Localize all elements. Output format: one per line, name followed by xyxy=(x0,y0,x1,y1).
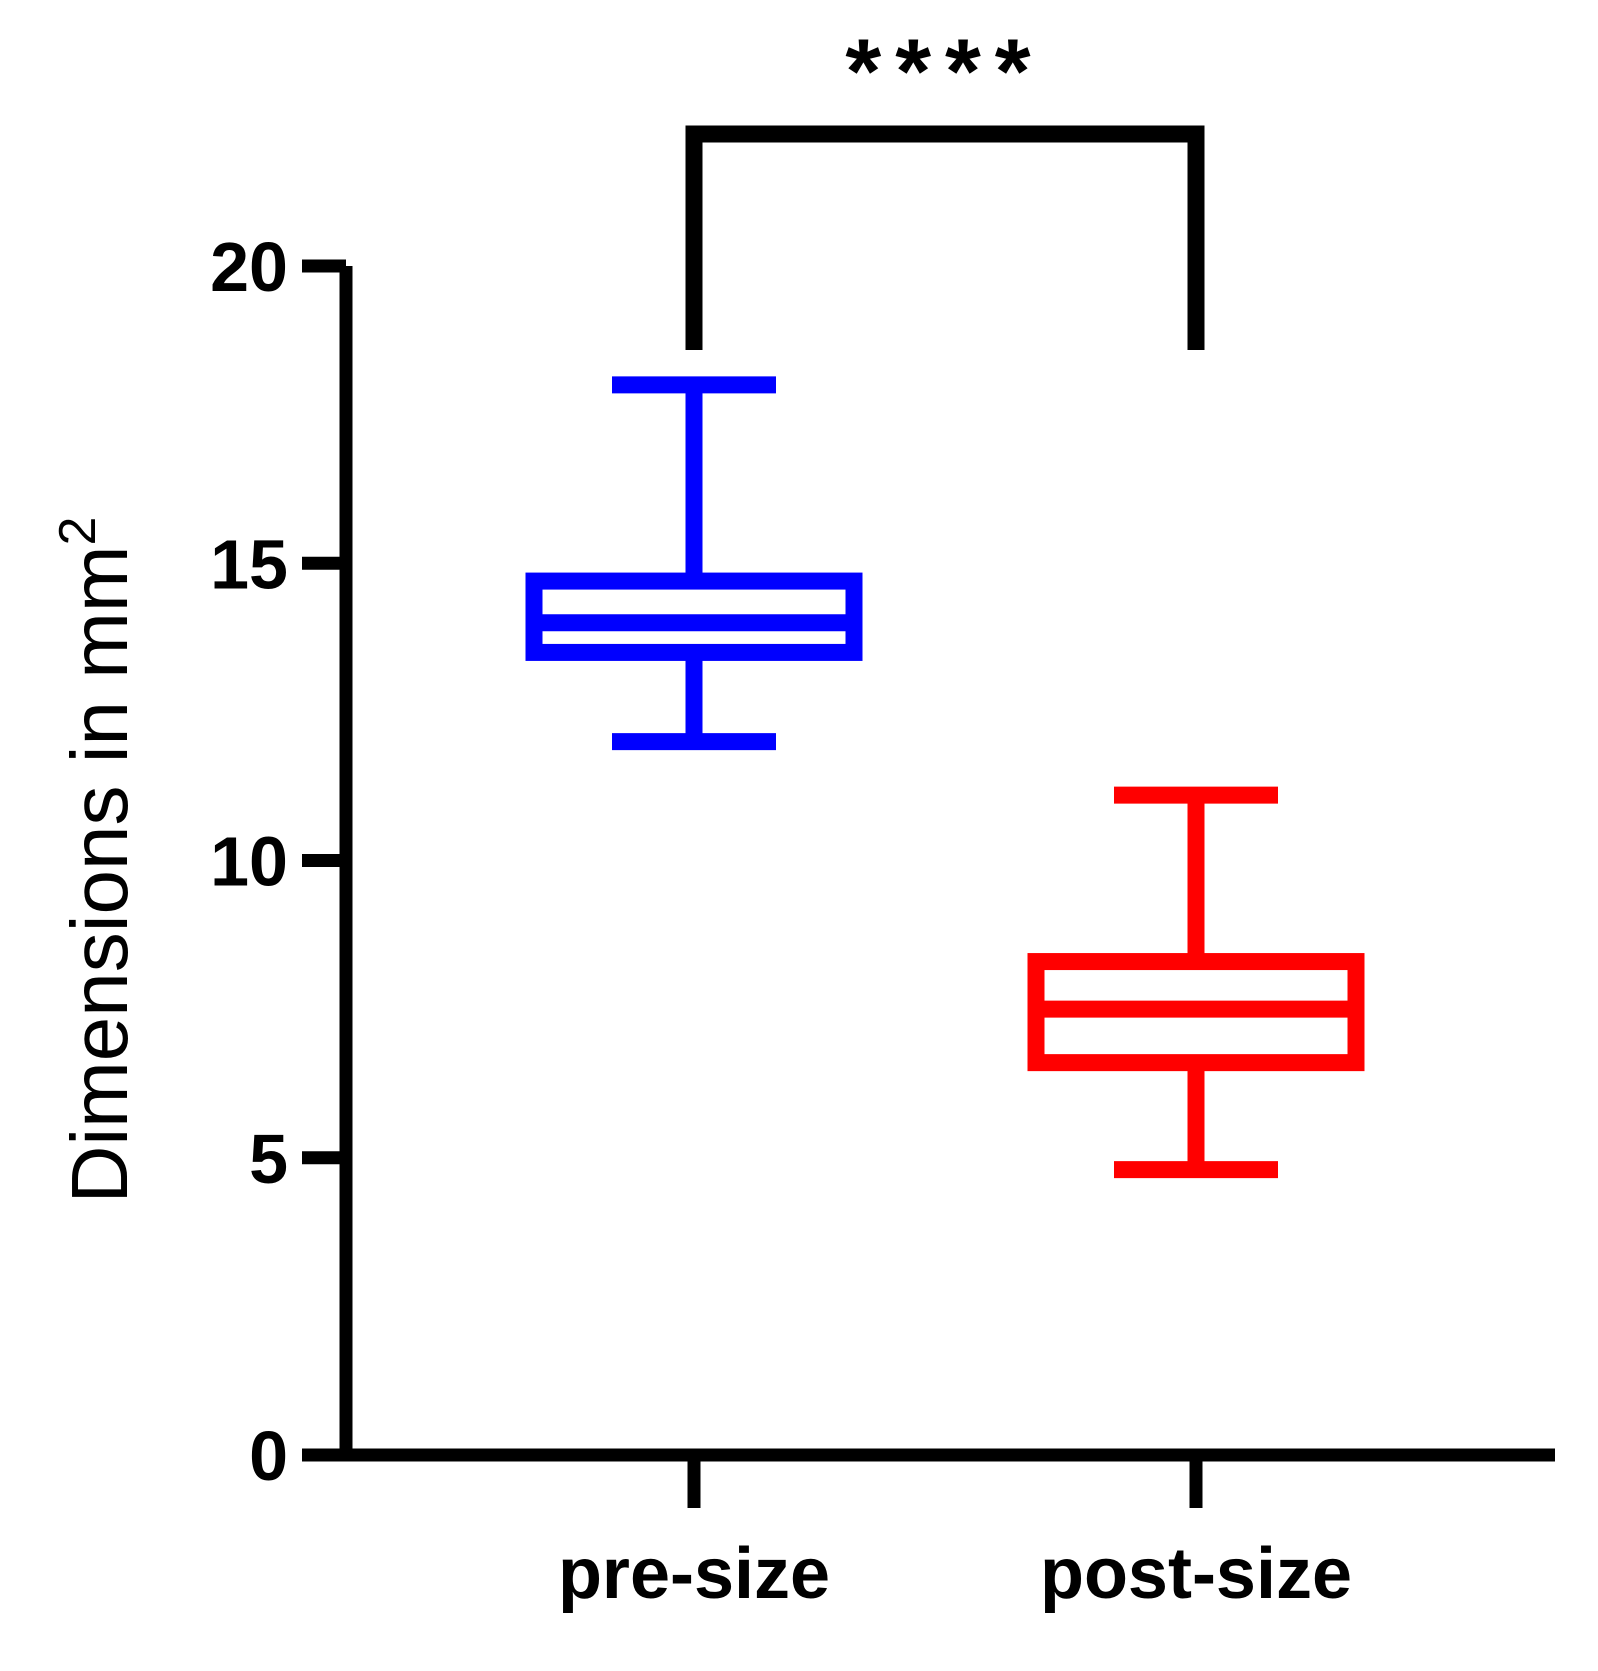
x-category-label: post-size xyxy=(1040,1534,1352,1614)
y-axis-title-text: Dimensions in mm xyxy=(55,545,144,1203)
significance-bracket-line xyxy=(685,125,1205,350)
y-axis-title-superscript: 2 xyxy=(49,517,107,546)
y-tick-label: 0 xyxy=(249,1417,288,1495)
significance-label: **** xyxy=(845,21,1044,123)
boxes xyxy=(525,376,1365,1179)
y-tick-label: 5 xyxy=(249,1120,288,1198)
y-ticks: 0 5 10 15 20 xyxy=(210,228,346,1495)
significance-bracket: **** xyxy=(685,21,1205,350)
x-ticks: pre-size post-size xyxy=(558,1455,1352,1614)
y-axis-title: Dimensions in mm2 xyxy=(49,517,144,1204)
box-post-size xyxy=(1027,786,1365,1179)
y-tick-label: 15 xyxy=(210,525,288,603)
y-tick-label: 20 xyxy=(210,228,288,306)
axes xyxy=(302,266,1555,1462)
box-pre-size xyxy=(525,376,863,751)
x-category-label: pre-size xyxy=(558,1534,830,1614)
y-tick-label: 10 xyxy=(210,823,288,901)
